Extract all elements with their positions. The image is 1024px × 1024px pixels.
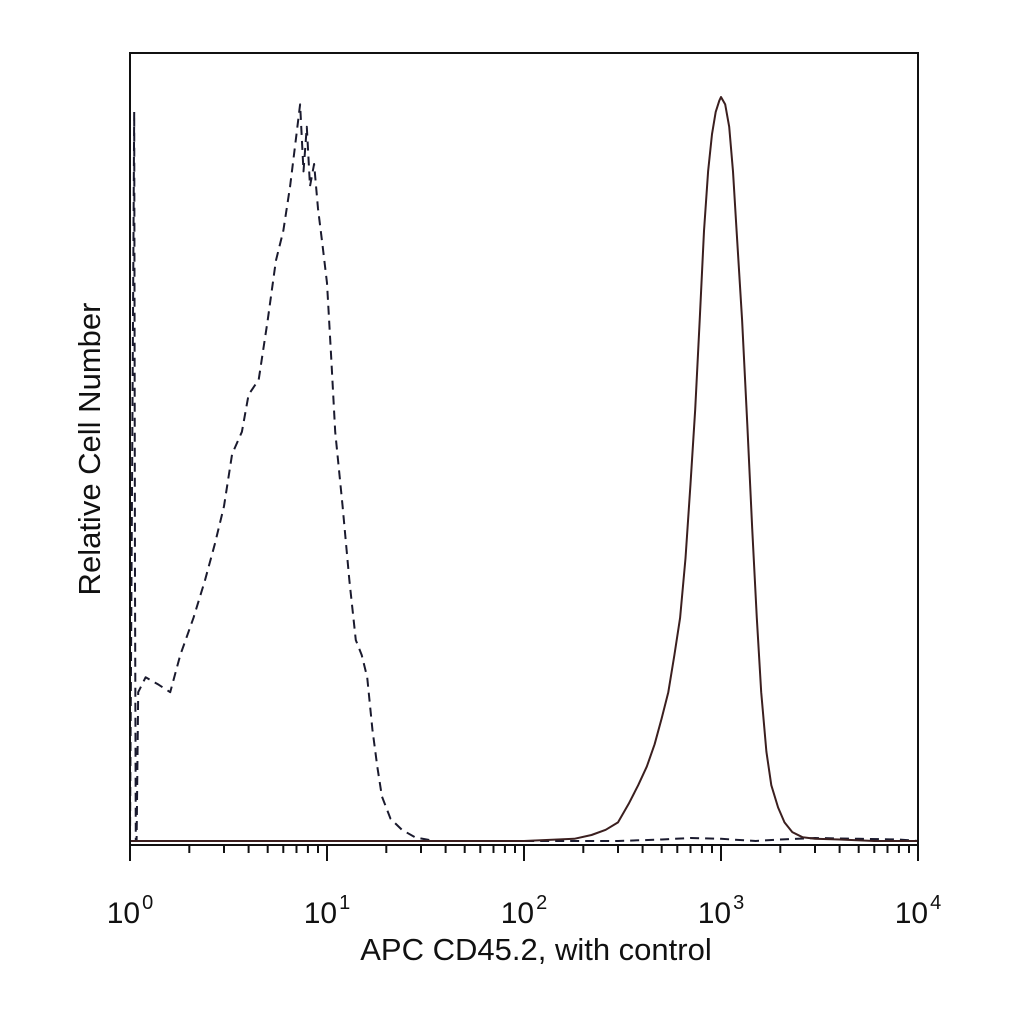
plot-frame	[129, 52, 919, 846]
control-histogram-line	[129, 103, 919, 842]
x-axis: 10 0 10 1 10 2 10 3 10 4	[107, 845, 942, 930]
x-tick-label: 10 2	[501, 892, 548, 930]
x-tick-label: 10 3	[698, 892, 745, 930]
x-tick-label: 10 0	[107, 892, 154, 930]
x-tick-label: 10 1	[304, 892, 351, 930]
y-axis-title: Relative Cell Number	[72, 303, 107, 596]
sample-histogram-line	[130, 96, 918, 842]
plot-lines	[129, 96, 919, 842]
x-tick-label: 10 4	[895, 892, 942, 930]
x-axis-title: APC CD45.2, with control	[360, 932, 711, 967]
